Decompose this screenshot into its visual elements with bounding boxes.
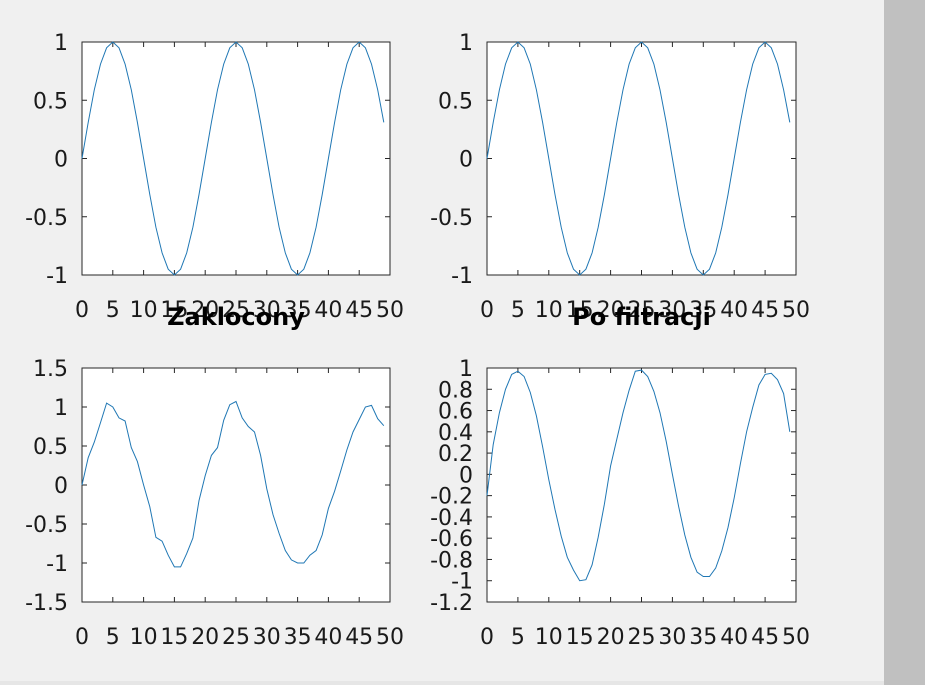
y-tick-label: 0.8 [438,378,473,403]
series-line [486,41,791,276]
y-tick-label: 0.5 [33,89,68,114]
x-tick-label: 10 [130,625,158,650]
x-tick-label: 25 [628,298,656,323]
x-tick-label: 0 [480,298,494,323]
x-tick-label: 25 [222,625,250,650]
y-tick-label: 0.2 [438,442,473,467]
x-tick-label: 5 [511,625,525,650]
x-tick-label: 10 [535,298,563,323]
x-tick-label: 35 [689,625,717,650]
y-tick-label: 0.4 [438,421,473,446]
y-tick-label: 1 [459,357,473,382]
axes-box [486,41,797,276]
y-tick-label: 0.5 [33,435,68,460]
x-tick-label: 10 [535,625,563,650]
subplot-top-left: 10.50-0.5-10 5 10 15 20 25 30 35 40 45 50 [25,31,404,323]
y-tick-label: -1 [46,552,68,577]
y-tick-label: 0.6 [438,400,473,425]
x-tick-label: 50 [782,625,810,650]
chart-title: Zaklocony [167,303,305,331]
y-tick-label: 1.5 [33,357,68,382]
axes-box [486,367,797,603]
x-tick-label: 45 [751,625,779,650]
y-tick-label: -0.2 [430,485,473,510]
x-tick-label: 15 [566,298,594,323]
axes-box [81,367,391,603]
y-tick-label: -0.8 [430,548,473,573]
series-line [81,400,385,568]
x-tick-label: 0 [480,625,494,650]
subplot-bottom-right: 10.80.60.40.20-0.2-0.4-0.6-0.8-1-1.20 5 10… [430,303,810,650]
x-tick-label: 45 [345,298,373,323]
x-tick-label: 15 [160,625,188,650]
y-tick-label: 1 [459,31,473,56]
subplot-bottom-left: 1.510.50-0.5-1-1.50 5 10 15 20 25 30 35 40 45 50Za… [25,303,404,650]
y-tick-label: 1 [54,396,68,421]
x-tick-label: 35 [689,298,717,323]
axes-box [81,41,391,276]
x-tick-label: 15 [160,298,188,323]
y-tick-label: -0.6 [430,527,473,552]
x-tick-label: 20 [597,298,625,323]
x-tick-label: 0 [75,298,89,323]
y-tick-label: -0.5 [25,513,68,538]
x-tick-label: 50 [376,625,404,650]
x-tick-label: 25 [222,298,250,323]
bottom-border [0,681,884,685]
y-tick-label: -0.4 [430,506,473,531]
y-tick-label: -1.5 [25,591,68,616]
x-tick-label: 20 [597,625,625,650]
series-line [486,369,791,582]
x-tick-label: 15 [566,625,594,650]
x-tick-label: 40 [720,625,748,650]
y-tick-label: -1 [451,264,473,289]
y-tick-label: 0 [459,148,473,173]
x-tick-label: 5 [511,298,525,323]
x-tick-label: 45 [345,625,373,650]
y-tick-label: 0 [54,148,68,173]
x-tick-label: 30 [658,625,686,650]
y-tick-label: -1.2 [430,591,473,616]
x-tick-label: 50 [376,298,404,323]
y-tick-label: -0.5 [25,206,68,231]
y-tick-label: 0.5 [438,89,473,114]
y-tick-label: -1 [46,264,68,289]
x-tick-label: 35 [284,625,312,650]
x-tick-label: 40 [314,298,342,323]
x-tick-label: 5 [106,625,120,650]
x-tick-label: 40 [314,625,342,650]
x-tick-label: 20 [191,298,219,323]
x-tick-label: 35 [284,298,312,323]
y-tick-label: 1 [54,31,68,56]
y-tick-label: -0.5 [430,206,473,231]
x-tick-label: 30 [658,298,686,323]
y-tick-label: 0 [459,463,473,488]
x-tick-label: 45 [751,298,779,323]
x-tick-label: 5 [106,298,120,323]
x-tick-label: 30 [253,625,281,650]
figure-svg: 10.50-0.5-10 5 10 15 20 25 30 35 40 45 50 10.50-0.… [25,31,810,650]
figure-canvas: 1 0.5 0 -0.5 -1 0 5 10 15 20 25 30 35 40 45 50 1 0.5 0 -0.… [25,31,810,650]
y-tick-label: 0 [54,474,68,499]
x-tick-label: 25 [628,625,656,650]
x-tick-label: 50 [782,298,810,323]
series-line [81,41,385,276]
vertical-scrollbar[interactable] [884,0,925,685]
x-tick-label: 30 [253,298,281,323]
x-tick-label: 20 [191,625,219,650]
subplot-top-right: 10.50-0.5-10 5 10 15 20 25 30 35 40 45 50 [430,31,810,323]
x-tick-label: 10 [130,298,158,323]
chart-title: Po filtracji [572,303,711,331]
y-tick-label: -1 [451,570,473,595]
x-tick-label: 40 [720,298,748,323]
x-tick-label: 0 [75,625,89,650]
